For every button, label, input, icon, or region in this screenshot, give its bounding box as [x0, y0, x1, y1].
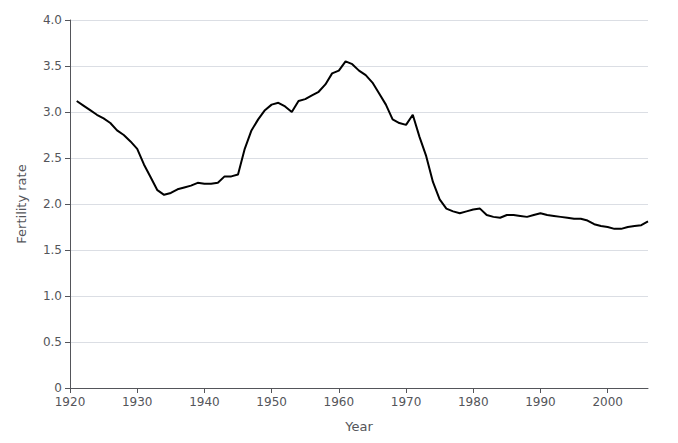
- svg-text:1960: 1960: [324, 395, 355, 409]
- svg-text:2.0: 2.0: [43, 197, 62, 211]
- svg-text:1930: 1930: [122, 395, 153, 409]
- svg-text:1940: 1940: [189, 395, 220, 409]
- svg-text:Fertility rate: Fertility rate: [14, 164, 29, 243]
- svg-text:1990: 1990: [525, 395, 556, 409]
- svg-text:4.0: 4.0: [43, 13, 62, 27]
- svg-text:2.5: 2.5: [43, 151, 62, 165]
- svg-text:Year: Year: [344, 419, 373, 434]
- svg-text:3.5: 3.5: [43, 59, 62, 73]
- svg-text:1.0: 1.0: [43, 289, 62, 303]
- svg-text:1980: 1980: [458, 395, 489, 409]
- svg-text:1950: 1950: [256, 395, 287, 409]
- svg-text:0: 0: [54, 381, 62, 395]
- svg-text:0.5: 0.5: [43, 335, 62, 349]
- svg-text:1970: 1970: [391, 395, 422, 409]
- svg-text:2000: 2000: [592, 395, 623, 409]
- svg-text:3.0: 3.0: [43, 105, 62, 119]
- svg-text:1.5: 1.5: [43, 243, 62, 257]
- svg-text:1920: 1920: [55, 395, 86, 409]
